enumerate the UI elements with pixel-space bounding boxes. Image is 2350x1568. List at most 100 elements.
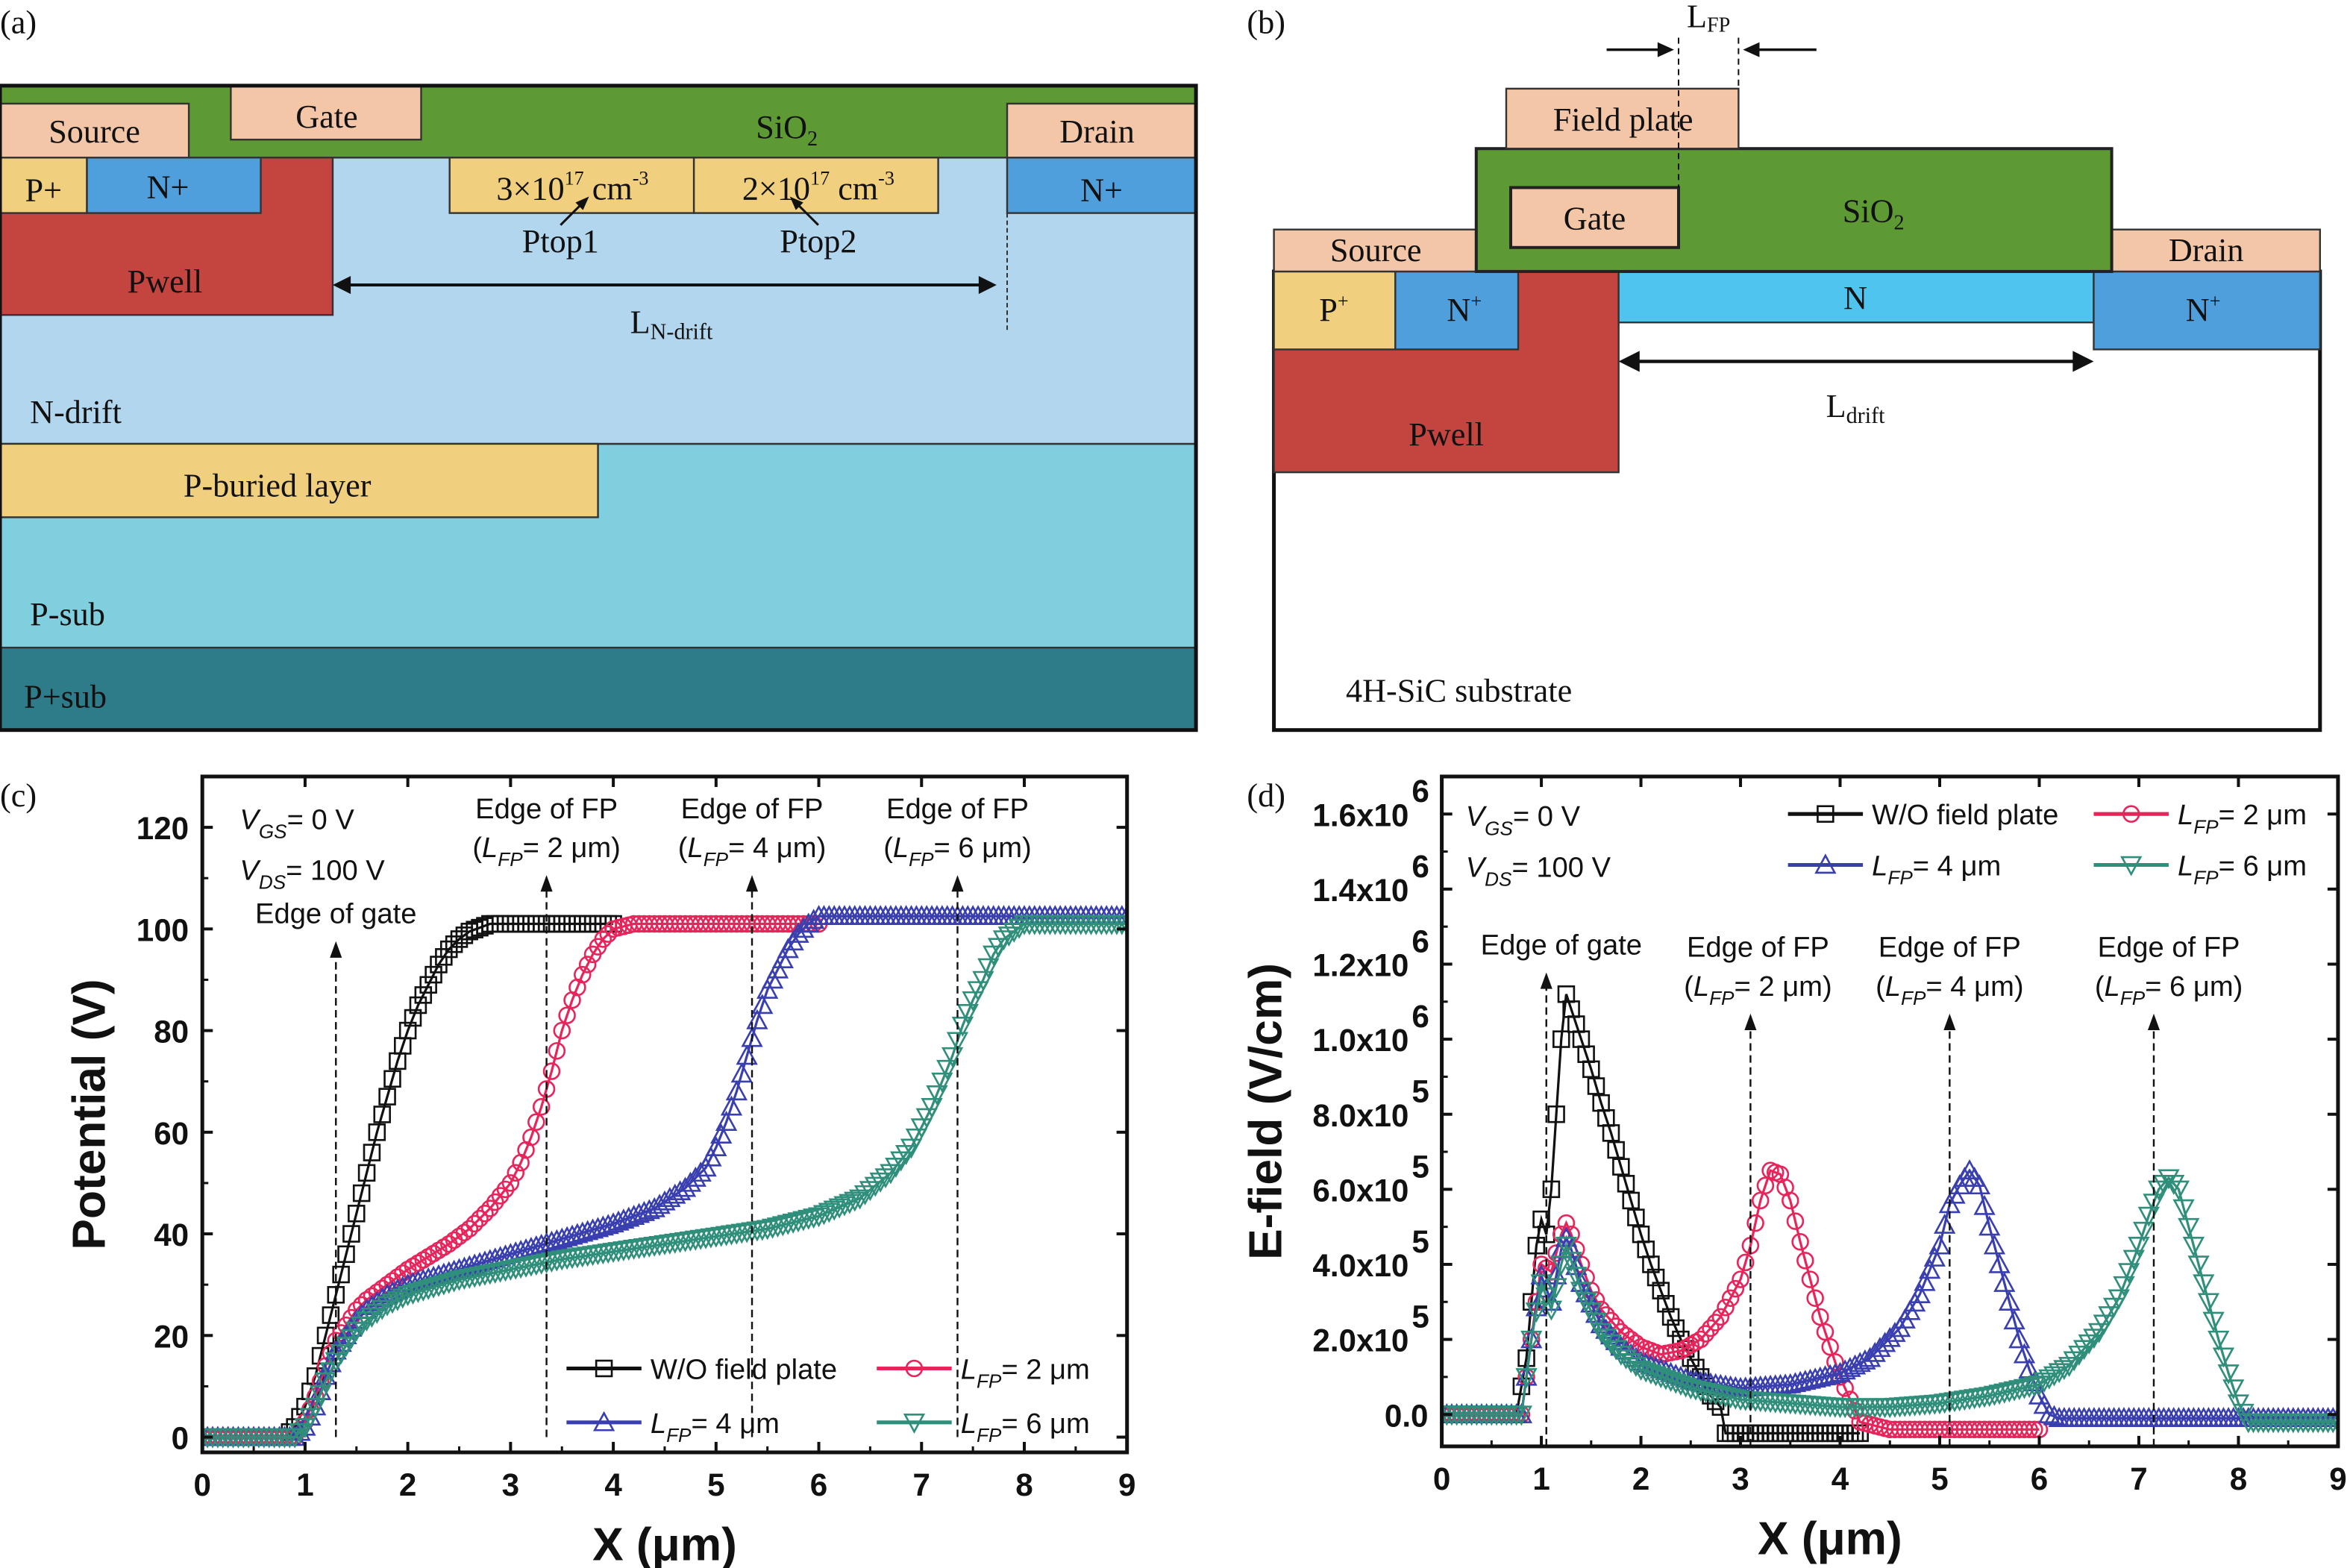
data-point-marker [294, 1418, 316, 1439]
legend-label: LFP= 4 μm [651, 1408, 780, 1446]
label-subscript: FP [2193, 867, 2219, 889]
data-point-marker [404, 1009, 422, 1027]
data-point-marker [956, 1003, 979, 1024]
y-tick-label: 0.0 [1385, 1398, 1429, 1433]
data-point-marker [2013, 1343, 2036, 1364]
data-point-marker [373, 1106, 391, 1123]
bias-condition-label: VGS= 0 V [1466, 800, 1581, 839]
y-axis-title: Potential (V) [64, 979, 116, 1249]
label-prefix: ( [1684, 970, 1693, 1003]
x-tick-label: 6 [2031, 1461, 2048, 1496]
data-point-marker [469, 1267, 491, 1288]
n-plus-source-label: N+ [147, 169, 189, 206]
label-subscript: FP [2120, 987, 2146, 1009]
data-point-marker [368, 1123, 386, 1141]
data-point-marker [1696, 1325, 1715, 1343]
edge-annotation-text: (LFP= 6 μm) [2095, 970, 2243, 1009]
data-point-marker [1640, 1364, 1662, 1385]
data-point-marker [398, 1021, 417, 1040]
data-point-marker [946, 1032, 969, 1053]
legend-marker-icon [905, 1359, 924, 1378]
edge-annotation: Edge of FP (LFP= 4 μm) [1876, 932, 2024, 1446]
data-point-marker [381, 1293, 404, 1314]
y-tick-label: 1.2x10 [1312, 948, 1409, 983]
label-main: P [1319, 292, 1338, 328]
data-point-marker [1973, 1194, 1996, 1215]
panel-d-efield-chart: (d)0 1 2 3 4 5 6 7 8 90.02.0x1054.0x1056.0x1058.0… [1241, 774, 2347, 1565]
sio2-main: SiO [756, 109, 807, 145]
label-rest: = 4 μm) [728, 832, 826, 864]
data-point-marker [1993, 1383, 2016, 1404]
data-point-marker [803, 1208, 825, 1229]
data-point-marker [299, 1408, 322, 1429]
data-point-marker [2020, 1420, 2038, 1439]
data-point-marker [424, 965, 442, 984]
x-tick-label: 8 [2230, 1461, 2247, 1496]
data-point-marker [314, 1372, 337, 1393]
source-label: Source [1330, 232, 1422, 269]
data-point-marker [659, 1187, 681, 1208]
doping-mantissa: 2×10 [742, 171, 810, 207]
legend-marker-icon [595, 1359, 613, 1378]
data-point-marker [1661, 1308, 1680, 1326]
gate-electrode [1508, 186, 1681, 249]
y-tick-exponent: 6 [1411, 923, 1429, 959]
edge-annotation: Edge of gate [1481, 929, 1642, 1446]
panel-a-frame [0, 84, 1198, 733]
data-point-marker [438, 1273, 460, 1294]
data-point-marker [787, 922, 809, 943]
source-contact [1273, 228, 1478, 273]
data-point-marker [2063, 1351, 2085, 1372]
data-point-marker [1542, 1180, 1561, 1199]
y-tick-label: 40 [154, 1217, 189, 1252]
data-point-marker [510, 1258, 532, 1279]
ptop2-region [692, 157, 939, 214]
length-main: L [630, 304, 651, 340]
length-main: L [1826, 388, 1846, 424]
x-axis-title: X (μm) [1758, 1514, 1902, 1565]
drift-length-arrow [1618, 351, 2094, 372]
data-point-marker [915, 1108, 938, 1129]
label-main: L [961, 1354, 977, 1386]
panel-b-label: (b) [1247, 4, 1285, 41]
ptop1-region [448, 157, 695, 214]
data-point-marker [2038, 1402, 2061, 1423]
data-point-marker [926, 1085, 948, 1106]
data-point-marker [2083, 1329, 2105, 1349]
data-point-marker [1652, 1282, 1670, 1299]
data-point-marker [766, 1217, 789, 1238]
series-3 [1441, 1169, 2338, 1434]
edge-annotation: Edge of FP (LFP= 2 μm) [472, 793, 621, 1437]
data-point-marker [548, 1042, 566, 1060]
data-point-marker [2327, 1407, 2338, 1427]
data-point-marker [2117, 1263, 2140, 1284]
data-point-marker [823, 1200, 845, 1221]
x-tick-label: 7 [913, 1467, 930, 1502]
data-point-marker [977, 958, 1000, 979]
panel-label: (c) [0, 777, 37, 814]
n-plus-source-region [86, 157, 262, 214]
source-contact [0, 102, 190, 159]
data-point-marker [1711, 1308, 1730, 1326]
data-point-marker [2043, 1366, 2066, 1387]
n-drift-length-label: LN-drift [630, 304, 713, 344]
y-tick-exponent: 6 [1411, 999, 1429, 1034]
label-main: N [2186, 292, 2210, 328]
data-point-marker [2108, 1289, 2130, 1310]
edge-annotation-text: (LFP= 6 μm) [883, 832, 1032, 871]
data-point-marker [1612, 1158, 1630, 1176]
data-point-marker [771, 948, 794, 968]
data-point-marker [643, 1197, 665, 1217]
data-point-marker [2003, 1309, 2025, 1330]
data-point-marker [674, 1176, 697, 1197]
data-point-marker [1590, 1323, 1612, 1343]
data-point-marker [910, 1118, 933, 1139]
label-main: V [239, 803, 261, 835]
data-point-marker [309, 1384, 332, 1405]
x-tick-label: 4 [1832, 1461, 1849, 1496]
data-point-marker [409, 996, 427, 1015]
data-point-marker [542, 1062, 561, 1080]
data-point-marker [1993, 1271, 2016, 1292]
label-prefix: ( [472, 832, 482, 864]
lfp-arrows [1606, 42, 1817, 57]
